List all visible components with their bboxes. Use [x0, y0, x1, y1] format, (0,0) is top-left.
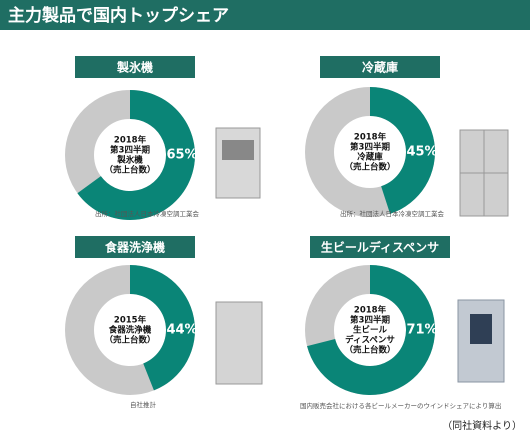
footnote: （同社資料より）: [442, 419, 522, 432]
donut-segment: [77, 90, 195, 220]
center-text: 2018年: [114, 135, 147, 146]
center-text: 製氷機: [116, 155, 143, 166]
chart-title-banner: [75, 56, 195, 78]
center-text: 第3四半期: [350, 315, 390, 326]
chart-title-banner: [310, 236, 450, 258]
chart-title: 食器洗浄機: [104, 240, 165, 255]
center-text: （売上台数）: [344, 162, 395, 173]
center-text: 第3四半期: [350, 142, 390, 153]
value-label: 45%: [406, 145, 437, 160]
chart-title-banner: [320, 56, 440, 78]
value-label: 44%: [166, 323, 197, 338]
donut-segment: [370, 87, 436, 214]
source-note: 自社推計: [130, 400, 157, 409]
center-text: （売上台数）: [104, 165, 155, 176]
center-text: 2018年: [354, 305, 387, 316]
product-image: [215, 127, 509, 385]
title-bar: [0, 0, 530, 30]
source-note: 国内販売会社における各ビールメーカーのウインドシェアにより算出: [300, 401, 501, 410]
source-note: 出所：社団法人日本冷凍空調工業会: [95, 209, 200, 218]
donut-segment: [307, 265, 435, 396]
value-label: 65%: [166, 148, 197, 163]
chart-title-banner: [75, 236, 195, 258]
center-text: （売上台数）: [104, 335, 155, 346]
center-text: （売上台数）: [344, 345, 395, 356]
source-note: 出所：社団法人日本冷凍空調工業会: [340, 209, 445, 218]
center-text: 2018年: [354, 132, 387, 143]
center-text: 生ビール: [353, 325, 388, 336]
center-text: 冷蔵庫: [357, 152, 383, 163]
donut-segment: [130, 265, 196, 391]
center-text: 2015年: [114, 315, 147, 326]
chart-title: 製氷機: [116, 60, 153, 75]
value-label: 71%: [406, 323, 437, 338]
chart-title: 生ビールディスペンサ: [321, 240, 439, 255]
center-text: 第3四半期: [110, 145, 150, 156]
center-text: ディスペンサ: [345, 335, 395, 346]
chart-title: 冷蔵庫: [362, 60, 398, 75]
page-title: 主力製品で国内トップシェア: [8, 5, 229, 26]
center-text: 食器洗浄機: [109, 325, 152, 336]
